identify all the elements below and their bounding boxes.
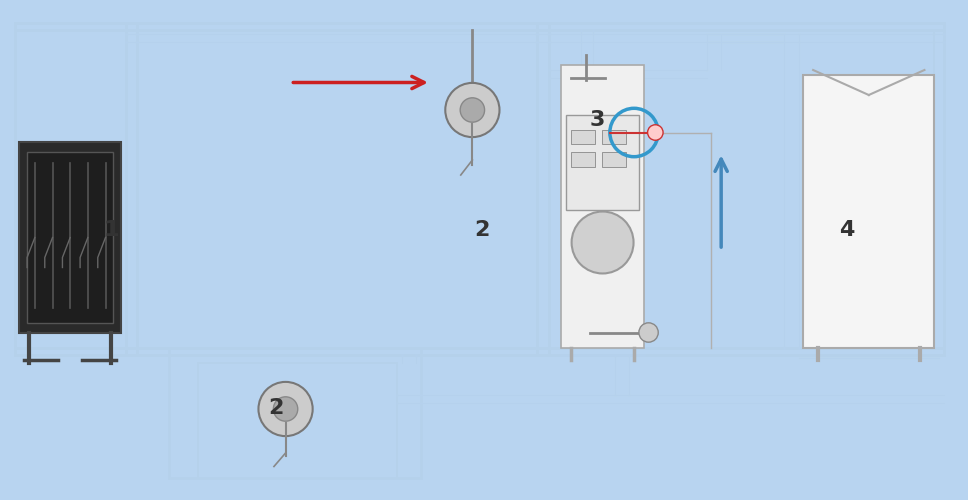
Bar [602, 130, 626, 144]
Text: 2: 2 [474, 220, 490, 240]
Bar [27, 152, 113, 322]
Bar [803, 75, 934, 347]
Circle shape [273, 397, 298, 421]
Circle shape [258, 382, 313, 436]
Circle shape [648, 125, 663, 140]
Text: 1: 1 [104, 220, 119, 240]
Bar [19, 142, 121, 332]
Bar [602, 152, 626, 166]
Bar [571, 152, 595, 166]
Text: 2: 2 [268, 398, 284, 417]
Bar [571, 130, 595, 144]
Text: 3: 3 [590, 110, 605, 130]
Bar [561, 65, 644, 348]
Circle shape [460, 98, 485, 122]
Circle shape [571, 212, 633, 274]
Text: 4: 4 [839, 220, 855, 240]
Circle shape [445, 83, 499, 137]
Bar [566, 115, 639, 210]
Circle shape [639, 323, 658, 342]
